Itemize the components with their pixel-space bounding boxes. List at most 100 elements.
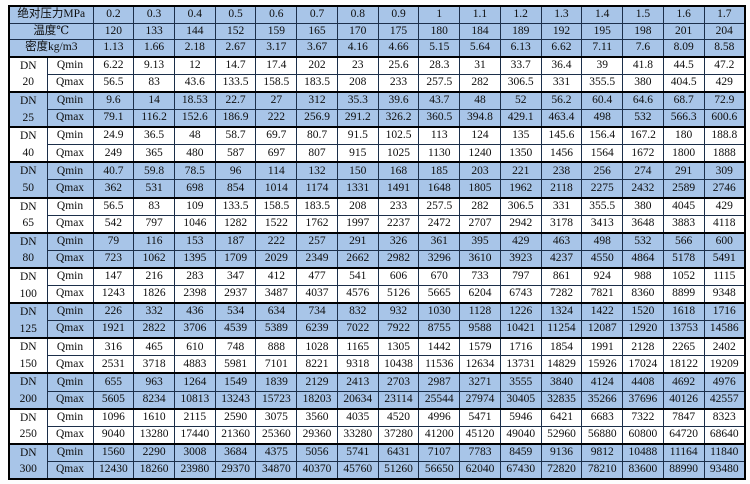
qmin-value: 22.7 — [214, 90, 257, 111]
qmin-value: 2265 — [662, 337, 705, 357]
density-value: 1.13 — [92, 39, 135, 58]
qmax-value: 854 — [214, 179, 257, 199]
qmax-value: 291.2 — [336, 109, 379, 128]
qmin-value: 150 — [336, 161, 379, 181]
qmin-value: 326 — [377, 231, 420, 251]
dn-size: 300 — [19, 463, 37, 476]
dn-prefix: DN — [19, 130, 37, 143]
qmin-value: 233 — [377, 196, 420, 216]
dn200-qmax-row: Qmax 5605 8234 10813 13243 15723 18203 20634 231… — [9, 390, 746, 410]
qmin-value: 222 — [255, 231, 298, 251]
qmax-value: 9588 — [459, 320, 501, 339]
qmax-value: 20634 — [336, 390, 379, 410]
temperature-value: 189 — [499, 22, 542, 41]
qmin-value: 23 — [336, 55, 379, 75]
qmax-value: 257.5 — [418, 73, 461, 93]
qmax-value: 542 — [92, 214, 135, 234]
qmin-value: 78.5 — [173, 161, 216, 181]
qmin-value: 2402 — [703, 337, 746, 357]
dn40-qmax-row: Qmax 249 365 480 587 697 807 915 1025 1130 1240 135… — [9, 144, 746, 163]
qmin-value: 80.7 — [296, 126, 338, 146]
pressure-value: 1.3 — [540, 5, 583, 24]
qmax-value: 4237 — [540, 249, 583, 269]
qmin-value: 4045 — [662, 196, 705, 216]
qmax-label: Qmax — [46, 390, 94, 410]
qmin-value: 14 — [133, 90, 175, 111]
dn-size-cell: DN 25 — [8, 90, 48, 128]
qmin-value: 4124 — [581, 372, 624, 392]
qmin-value: 4996 — [418, 407, 461, 427]
qmin-value: 600 — [703, 231, 746, 251]
qmax-value: 3883 — [662, 214, 705, 234]
qmax-value: 2589 — [662, 179, 705, 199]
qmin-value: 1839 — [255, 372, 298, 392]
qmax-label: Qmax — [46, 179, 94, 199]
dn250-qmax-row: Qmax 9040 13280 17440 21360 25360 29360 33280 37… — [9, 425, 746, 445]
qmax-value: 2118 — [540, 179, 583, 199]
dn-size-cell: DN 200 — [8, 372, 48, 410]
qmin-value: 4520 — [377, 407, 420, 427]
dn-size: 150 — [19, 357, 37, 370]
qmax-value: 64720 — [662, 425, 705, 445]
qmax-value: 915 — [336, 144, 379, 163]
qmin-label: Qmin — [46, 55, 94, 75]
qmin-value: 733 — [459, 266, 501, 286]
qmax-value: 2237 — [377, 214, 420, 234]
dn20-qmax-row: Qmax 56.5 83 43.6 133.5 158.5 183.5 208 233 257.5… — [9, 73, 746, 93]
qmin-value: 606 — [377, 266, 420, 286]
qmin-value: 291 — [662, 161, 705, 181]
qmax-value: 498 — [581, 109, 624, 128]
qmin-value: 35.3 — [336, 90, 379, 111]
qmax-value: 3923 — [499, 249, 542, 269]
dn-size: 65 — [22, 217, 35, 230]
qmax-value: 532 — [622, 109, 664, 128]
qmin-value: 1716 — [499, 337, 542, 357]
qmin-value: 167.2 — [622, 126, 664, 146]
qmin-value: 1442 — [418, 337, 461, 357]
qmin-value: 109 — [173, 196, 216, 216]
dn300-qmax-row: Qmax 12430 18260 23980 29370 34870 40370 45760 5… — [9, 460, 746, 480]
qmin-value: 7847 — [662, 407, 705, 427]
qmin-value: 1052 — [662, 266, 705, 286]
qmin-value: 1618 — [662, 302, 705, 322]
qmax-value: 116.2 — [133, 109, 175, 128]
qmin-value: 888 — [255, 337, 298, 357]
qmax-value: 40370 — [296, 460, 338, 480]
qmax-value: 3296 — [418, 249, 461, 269]
qmin-value: 60.4 — [581, 90, 624, 111]
qmin-value: 655 — [92, 372, 135, 392]
qmax-value: 45120 — [459, 425, 501, 445]
qmin-value: 69.7 — [255, 126, 298, 146]
qmin-value: 1165 — [336, 337, 379, 357]
dn-prefix: DN — [19, 94, 37, 107]
qmin-value: 361 — [418, 231, 461, 251]
density-value: 5.15 — [418, 39, 461, 58]
qmax-value: 45760 — [336, 460, 379, 480]
qmax-value: 60800 — [622, 425, 664, 445]
qmin-value: 309 — [703, 161, 746, 181]
qmax-value: 1243 — [92, 285, 135, 304]
qmin-value: 5741 — [336, 442, 379, 462]
density-value: 4.16 — [336, 39, 379, 58]
qmax-value: 1888 — [703, 144, 746, 163]
qmin-value: 316 — [92, 337, 135, 357]
qmax-value: 4118 — [703, 214, 746, 234]
qmin-value: 79 — [92, 231, 135, 251]
qmin-value: 9136 — [540, 442, 583, 462]
qmax-value: 186.9 — [214, 109, 257, 128]
qmin-value: 7322 — [622, 407, 664, 427]
qmin-value: 153 — [173, 231, 216, 251]
qmax-value: 183.5 — [296, 73, 338, 93]
qmin-value: 4692 — [662, 372, 705, 392]
qmax-value: 256.9 — [296, 109, 338, 128]
qmin-value: 10488 — [622, 442, 664, 462]
qmax-value: 34870 — [255, 460, 298, 480]
qmax-value: 1350 — [499, 144, 542, 163]
qmin-value: 187 — [214, 231, 257, 251]
qmax-label: Qmax — [46, 73, 94, 93]
qmax-value: 1240 — [459, 144, 501, 163]
temperature-value: 170 — [336, 22, 379, 41]
qmax-value: 79.1 — [92, 109, 135, 128]
qmax-value: 4037 — [296, 285, 338, 304]
qmax-value: 25544 — [418, 390, 461, 410]
